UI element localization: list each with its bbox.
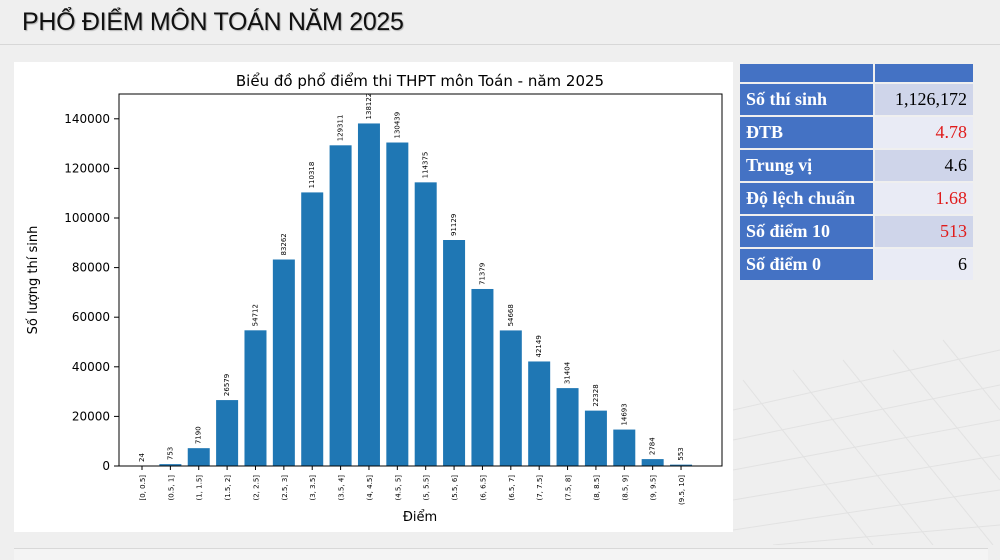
x-tick-label: (1.5, 2] [224, 475, 232, 501]
bar-data-label: 129311 [337, 115, 345, 142]
x-tick-label: [0, 0.5] [139, 475, 147, 501]
stats-label: Số điểm 10 [740, 216, 873, 247]
y-tick-label: 0 [102, 459, 110, 473]
bar [585, 411, 607, 466]
decorative-grid-background [733, 290, 1000, 545]
chart-title: Biểu đồ phổ điểm thi THPT môn Toán - năm… [236, 72, 604, 90]
bar [386, 143, 408, 466]
bar-data-label: 71379 [478, 263, 486, 285]
bar-data-label: 114375 [422, 152, 430, 179]
x-tick-label: (9, 9.5] [650, 475, 658, 501]
bar-data-label: 83262 [280, 233, 288, 255]
x-tick-label: (9.5, 10] [678, 475, 686, 505]
x-tick-label: (5, 5.5] [423, 475, 431, 501]
bar [358, 123, 380, 466]
bar-data-label: 54668 [507, 304, 515, 326]
bar [330, 145, 352, 466]
header-divider [0, 44, 1000, 45]
bar [216, 400, 238, 466]
header-cell [740, 64, 873, 82]
bar-chart: Biểu đồ phổ điểm thi THPT môn Toán - năm… [14, 62, 733, 532]
bar-data-label: 2784 [649, 437, 657, 455]
x-tick-label: (8, 8.5] [593, 475, 601, 501]
bar [642, 459, 664, 466]
stats-value: 1,126,172 [875, 84, 973, 115]
bar-data-label: 31404 [564, 361, 572, 384]
bar-data-label: 138122 [365, 93, 373, 120]
y-tick-label: 100000 [64, 211, 110, 225]
x-tick-label: (3, 3.5] [309, 475, 317, 501]
stats-label: Số điểm 0 [740, 249, 873, 280]
stats-label: Số thí sinh [740, 84, 873, 115]
stats-value: 1.68 [875, 183, 973, 214]
x-tick-label: (7.5, 8] [565, 475, 573, 501]
bar-data-label: 24 [138, 452, 146, 461]
bar-data-label: 54712 [251, 304, 259, 326]
bar [500, 330, 522, 466]
bar-data-label: 91129 [450, 214, 458, 236]
bar [471, 289, 493, 466]
bar-data-label: 130439 [393, 112, 401, 139]
header-cell [875, 64, 973, 82]
x-tick-label: (1, 1.5] [196, 475, 204, 501]
bar-data-label: 753 [166, 447, 174, 460]
bar-data-label: 553 [677, 447, 685, 460]
bar [188, 448, 210, 466]
x-tick-label: (3.5, 4] [338, 475, 346, 501]
y-tick-label: 40000 [72, 360, 110, 374]
bar-data-label: 14693 [620, 403, 628, 425]
bottom-panel [14, 548, 988, 560]
stats-label: ĐTB [740, 117, 873, 148]
stats-label: Độ lệch chuẩn [740, 183, 873, 214]
x-tick-label: (0.5, 1] [167, 475, 175, 501]
x-tick-label: (4.5, 5] [394, 475, 402, 501]
x-tick-label: (4, 4.5] [366, 475, 374, 501]
bar-data-label: 42149 [535, 335, 543, 357]
stats-value: 4.6 [875, 150, 973, 181]
x-tick-label: (8.5, 9] [621, 475, 629, 501]
stats-value: 4.78 [875, 117, 973, 148]
bar [557, 388, 579, 466]
y-axis-label: Số lượng thí sinh [26, 226, 41, 335]
bar [273, 260, 295, 466]
bar [244, 330, 266, 466]
stats-value: 6 [875, 249, 973, 280]
y-tick-label: 80000 [72, 261, 110, 275]
bar [528, 361, 550, 466]
stats-value: 513 [875, 216, 973, 247]
x-tick-label: (2.5, 3] [281, 475, 289, 501]
stats-table-header [740, 64, 973, 82]
stats-label: Trung vị [740, 150, 873, 181]
x-tick-label: (5.5, 6] [451, 475, 459, 501]
chart-card: Biểu đồ phổ điểm thi THPT môn Toán - năm… [14, 62, 733, 532]
y-tick-label: 120000 [64, 161, 110, 175]
x-tick-label: (6.5, 7] [508, 475, 516, 501]
x-axis-label: Điểm [403, 510, 437, 525]
x-tick-label: (2, 2.5] [252, 475, 260, 501]
x-tick-label: (7, 7.5] [536, 475, 544, 501]
y-tick-label: 20000 [72, 409, 110, 423]
y-tick-label: 60000 [72, 310, 110, 324]
page-title: PHỔ ĐIỂM MÔN TOÁN NĂM 2025 [22, 8, 404, 37]
bar-data-label: 7190 [195, 426, 203, 444]
bar [443, 240, 465, 466]
x-tick-label: (6, 6.5] [479, 475, 487, 501]
bar [301, 192, 323, 466]
bar [613, 430, 635, 466]
bar-data-label: 26579 [223, 374, 231, 396]
y-tick-label: 140000 [64, 112, 110, 126]
bar-data-label: 110318 [308, 162, 316, 189]
bar [415, 182, 437, 466]
bar-data-label: 22328 [592, 384, 600, 406]
